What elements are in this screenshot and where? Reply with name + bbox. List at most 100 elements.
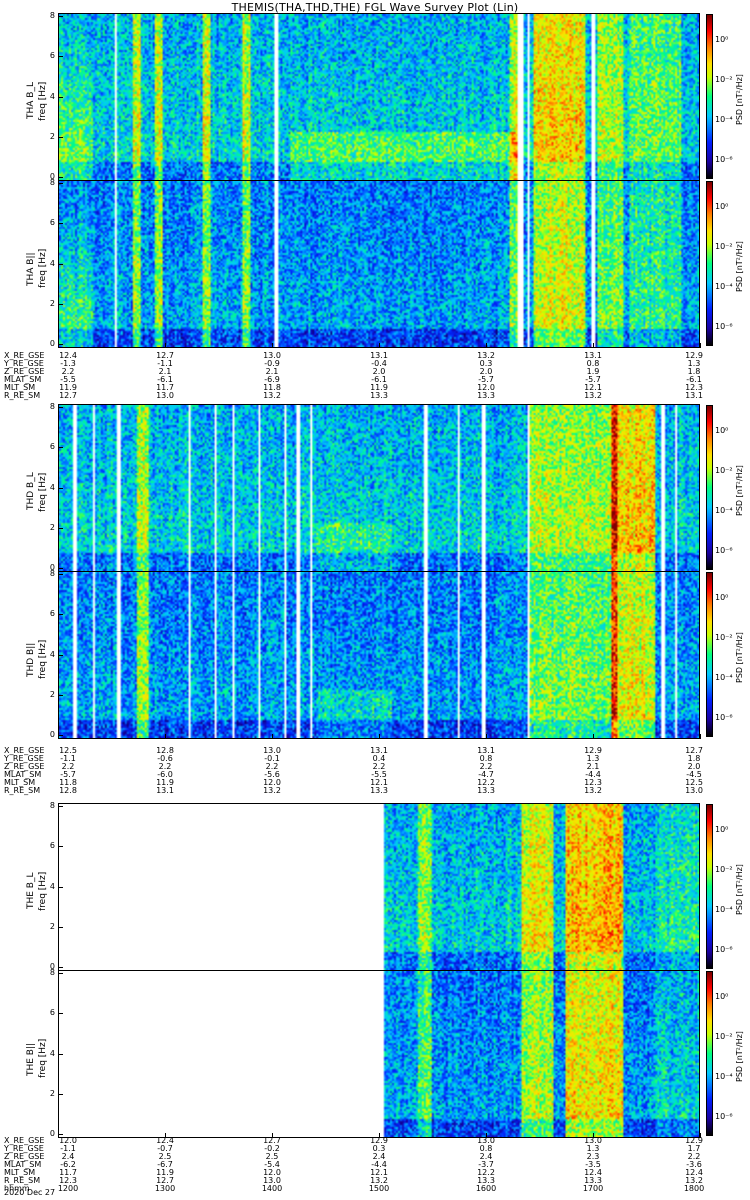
y-tick-mark (58, 1053, 63, 1055)
colorbar-gradient (707, 406, 712, 569)
ephemeris-value: 12.4 (156, 1136, 174, 1145)
ephemeris-table-tha: X_RE_GSE Y_RE_GSE Z_RE_GSE MLAT_SM MLT_SM R_R… (0, 352, 750, 400)
y-tick-label: 2 (49, 298, 55, 308)
ephemeris-value: -5.7 (60, 770, 76, 779)
colorbar (706, 181, 713, 346)
ephemeris-row-label: MLT_SM (4, 383, 36, 392)
y-tick-label: 4 (49, 258, 55, 268)
ephemeris-value: 13.0 (263, 746, 281, 755)
ephemeris-row-label: Z_RE_GSE (4, 367, 45, 376)
ephemeris-value: 13.3 (477, 1176, 495, 1185)
ephemeris-row-label: MLAT_SM (4, 770, 42, 779)
ephemeris-value: -6.7 (157, 1160, 173, 1169)
y-tick-label: 6 (49, 1008, 55, 1018)
ephemeris-value: -0.6 (157, 754, 173, 763)
ephemeris-value: 2.4 (61, 1152, 75, 1161)
ephemeris-value: 13.1 (685, 391, 703, 400)
ephemeris-value: 12.5 (685, 778, 703, 787)
ephemeris-row-label: R_RE_SM (4, 1176, 41, 1185)
y-tick-mark (58, 56, 63, 58)
panel-ylabel: THE B|| (26, 1042, 36, 1076)
spectrogram-image (59, 405, 699, 571)
ephemeris-value: 12.2 (477, 1168, 495, 1177)
ephemeris-value: -6.0 (157, 770, 173, 779)
ephemeris-value: 13.0 (156, 391, 174, 400)
y-tick-label: 0 (49, 339, 55, 348)
ephemeris-row-label: Y_RE_GSE (4, 1144, 44, 1153)
colorbar-tick-label: 10⁻⁴ (715, 673, 733, 682)
ephemeris-value: 1.3 (586, 754, 600, 763)
colorbar-tick-label: 10⁻⁶ (715, 713, 733, 722)
colorbar-title: PSD [nT²/Hz] (735, 464, 744, 516)
panel-yunits: freq [Hz] (38, 248, 48, 288)
ephemeris-value: 1500 (368, 1184, 390, 1193)
y-tick-mark (58, 694, 63, 696)
ephemeris-value: 11.8 (59, 778, 77, 787)
ephemeris-value: 13.2 (370, 1176, 388, 1185)
colorbar-tick-label: 10⁰ (715, 426, 729, 435)
colorbar-tick-label: 10⁻⁴ (715, 1072, 733, 1081)
y-tick-label: 8 (49, 968, 55, 977)
ephemeris-value: 13.3 (370, 391, 388, 400)
date-label: 2020 Dec 27 (4, 1188, 56, 1197)
ephemeris-value: 11.9 (370, 383, 388, 392)
y-tick-label: 6 (49, 609, 55, 619)
ephemeris-value: 13.2 (685, 1176, 703, 1185)
colorbar-gradient (707, 805, 712, 968)
ephemeris-value: 0.4 (372, 754, 386, 763)
ephemeris-value: -4.4 (585, 770, 601, 779)
ephemeris-value: 2.1 (265, 367, 279, 376)
spectrogram-panel-thd-bpar (58, 571, 700, 739)
x-tick-mark (165, 734, 166, 739)
y-tick-mark (58, 447, 63, 449)
y-tick-mark (58, 1134, 63, 1135)
panel-ylabel: THD B_L (26, 471, 36, 510)
ephemeris-row-label: MLAT_SM (4, 375, 42, 384)
ephemeris-value: 13.0 (685, 786, 703, 795)
x-tick-mark (486, 343, 487, 348)
colorbar-tick-label: 10⁰ (715, 593, 729, 602)
y-tick-mark (58, 96, 63, 98)
spectrogram-image (59, 572, 699, 738)
ephemeris-row-label: R_RE_SM (4, 786, 41, 795)
y-tick-label: 0 (49, 1129, 55, 1138)
ephemeris-value: 13.1 (584, 351, 602, 360)
ephemeris-value: 1.8 (687, 754, 701, 763)
ephemeris-value: 0.8 (479, 1144, 493, 1153)
ephemeris-value: 13.1 (370, 746, 388, 755)
y-tick-mark (58, 1093, 63, 1095)
x-tick-mark (165, 343, 166, 348)
ephemeris-row-label: MLAT_SM (4, 1160, 42, 1169)
ephemeris-value: 11.9 (156, 1168, 174, 1177)
colorbar-tick-label: 10⁻² (715, 242, 733, 251)
colorbar (706, 572, 713, 737)
ephemeris-value: 1600 (475, 1184, 497, 1193)
ephemeris-value: 12.7 (263, 1136, 281, 1145)
ephemeris-value: 12.1 (370, 1168, 388, 1177)
ephemeris-row-label: Y_RE_GSE (4, 754, 44, 763)
y-tick-label: 8 (49, 402, 55, 411)
ephemeris-value: 1.3 (586, 1144, 600, 1153)
ephemeris-value: -1.1 (157, 359, 173, 368)
ephemeris-value: 2.2 (61, 367, 75, 376)
y-tick-label: 6 (49, 442, 55, 452)
ephemeris-value: 11.7 (156, 383, 174, 392)
ephemeris-value: 11.9 (59, 383, 77, 392)
ephemeris-value: 12.9 (584, 746, 602, 755)
x-tick-mark (272, 1133, 273, 1138)
y-tick-label: 2 (49, 131, 55, 141)
x-tick-mark (379, 343, 380, 348)
x-tick-mark (700, 343, 701, 348)
colorbar-tick-label: 10⁻⁴ (715, 282, 733, 291)
ephemeris-value: -1.1 (60, 754, 76, 763)
colorbar-tick-label: 10⁻² (715, 633, 733, 642)
panel-ylabel: THA B|| (26, 251, 36, 286)
y-tick-label: 2 (49, 921, 55, 931)
ephemeris-value: 2.0 (479, 367, 493, 376)
y-tick-label: 0 (49, 172, 55, 181)
colorbar-tick-label: 10⁰ (715, 992, 729, 1001)
ephemeris-value: -6.1 (686, 375, 702, 384)
colorbar-tick-label: 10⁻² (715, 865, 733, 874)
x-tick-mark (593, 343, 594, 348)
colorbar-title: PSD [nT²/Hz] (735, 73, 744, 125)
